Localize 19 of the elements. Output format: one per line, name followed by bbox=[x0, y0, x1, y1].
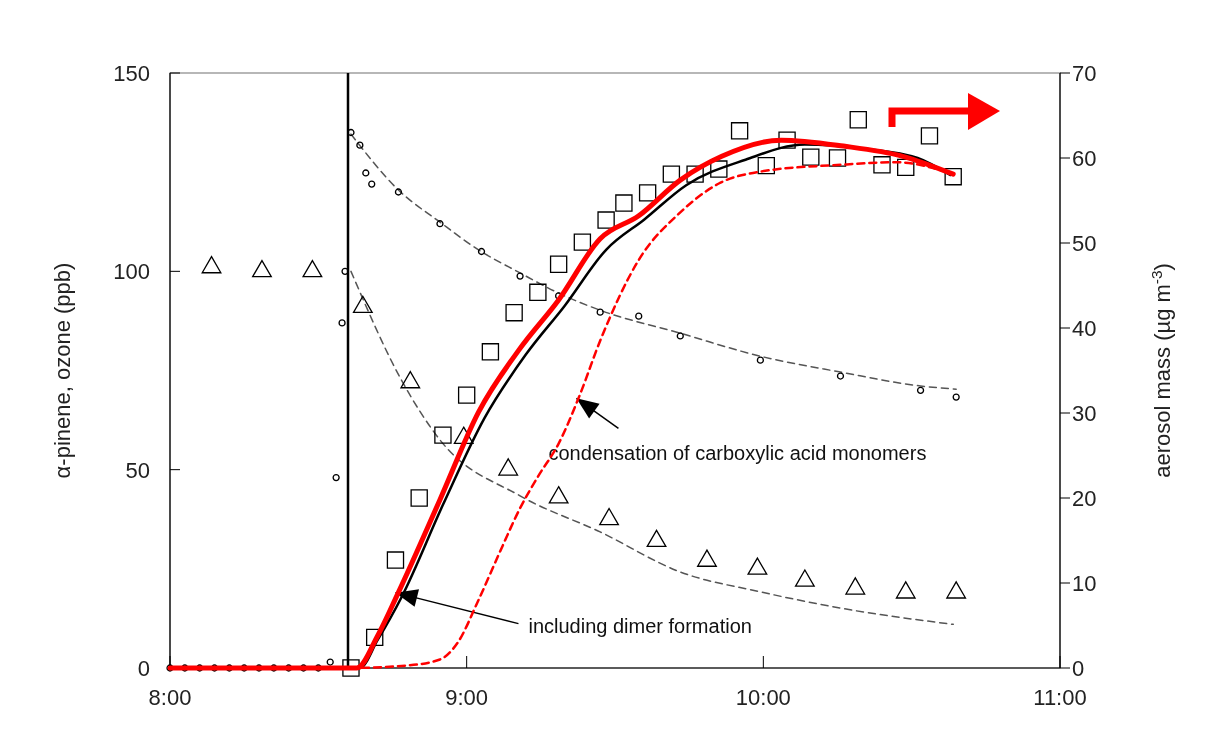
y-tick-label: 0 bbox=[137, 656, 150, 681]
y2-tick-label: 70 bbox=[1072, 61, 1097, 86]
x-tick-label: 10:00 bbox=[735, 685, 791, 710]
y-tick-label: 100 bbox=[113, 259, 150, 285]
y2-tick-label: 10 bbox=[1072, 571, 1097, 596]
y2-tick-label: 30 bbox=[1072, 401, 1097, 426]
y2-tick-label: 0 bbox=[1072, 656, 1085, 681]
y2-tick-label: 20 bbox=[1072, 486, 1097, 511]
y-tick-label: 150 bbox=[113, 61, 150, 86]
y2-tick-label: 50 bbox=[1072, 231, 1097, 256]
x-tick-label: 11:00 bbox=[1033, 685, 1087, 710]
annotation: including dimer formation bbox=[528, 614, 752, 637]
annotation: condensation of carboxylic acid monomers bbox=[548, 442, 927, 465]
y-axis-title: α-pinene, ozone (ppb) bbox=[50, 262, 75, 479]
x-tick-label: 9:00 bbox=[445, 685, 489, 710]
y-tick-label: 50 bbox=[125, 457, 150, 483]
y2-tick-label: 60 bbox=[1072, 146, 1097, 171]
x-tick-label: 8:00 bbox=[148, 685, 192, 710]
y2-tick-label: 40 bbox=[1072, 316, 1097, 341]
